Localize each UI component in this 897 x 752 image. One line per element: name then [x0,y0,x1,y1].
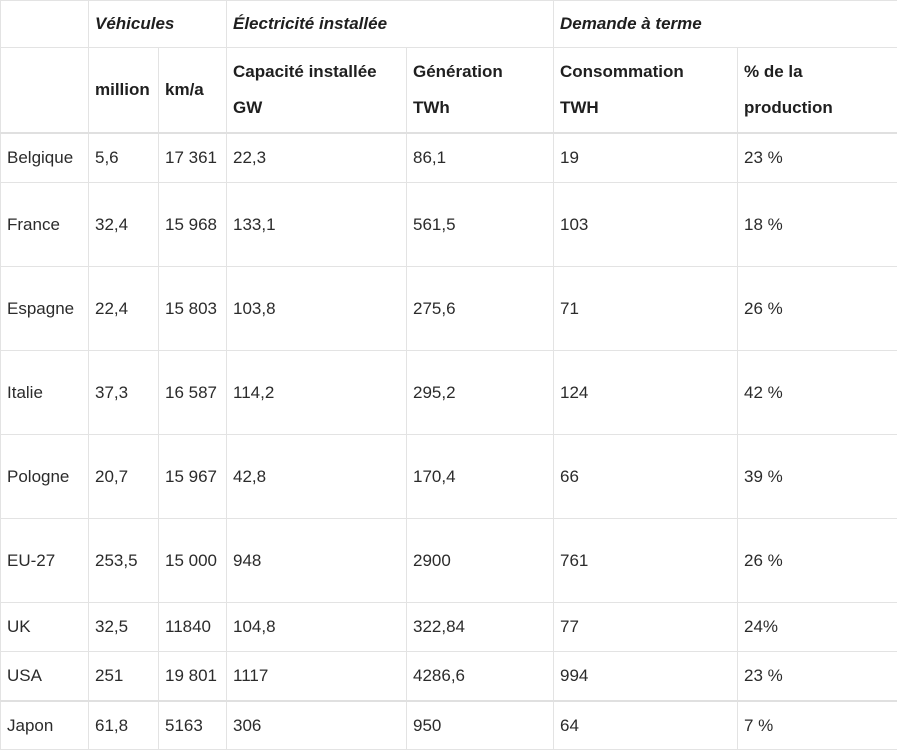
header-consommation-line2: TWH [560,98,599,117]
cell-km: 11840 [158,602,227,652]
cell-million: 22,4 [88,266,159,351]
cell-country: France [0,182,89,267]
cell-pct: 26 % [736,518,897,603]
cell-km: 19 801 [158,651,227,702]
cell-gw: 42,8 [226,434,407,519]
table-row: Espagne 22,4 15 803 103,8 275,6 71 26 % [0,266,897,351]
cell-country: Espagne [0,266,89,351]
cell-gw: 22,3 [226,132,407,183]
cell-twh: 950 [406,700,554,750]
cell-million: 253,5 [88,518,159,603]
cell-country: Belgique [0,132,89,183]
header-generation: Génération TWh [406,47,554,134]
cell-country: EU-27 [0,518,89,603]
cell-million: 5,6 [88,132,159,183]
cell-gw: 306 [226,700,407,750]
cell-pct: 42 % [736,350,897,435]
cell-km: 15 000 [158,518,227,603]
cell-pct: 18 % [736,182,897,267]
cell-twh: 170,4 [406,434,554,519]
header-consommation: Consommation TWH [553,47,738,134]
header-generation-line1: Génération [413,62,503,81]
cell-million: 251 [88,651,159,702]
header-kma: km/a [158,47,227,134]
cell-km: 16 587 [158,350,227,435]
cell-million: 61,8 [88,700,159,750]
cell-million: 37,3 [88,350,159,435]
cell-gw: 114,2 [226,350,407,435]
header-group-electricite: Électricité installée [226,0,554,48]
table-row: Italie 37,3 16 587 114,2 295,2 124 42 % [0,350,897,435]
table-row: EU-27 253,5 15 000 948 2900 761 26 % [0,518,897,603]
header-capacite-line2: GW [233,98,263,117]
header-capacite-line1: Capacité installée [233,62,377,81]
cell-gw: 103,8 [226,266,407,351]
cell-twh: 2900 [406,518,554,603]
cell-twh: 561,5 [406,182,554,267]
cell-pct: 23 % [736,132,897,183]
cell-million: 20,7 [88,434,159,519]
cell-consommation: 124 [553,350,738,435]
cell-country: Italie [0,350,89,435]
cell-country: UK [0,602,89,652]
table-row: USA 251 19 801 1117 4286,6 994 23 % [0,651,897,702]
cell-consommation: 103 [553,182,738,267]
cell-pct: 26 % [736,266,897,351]
table-row: Pologne 20,7 15 967 42,8 170,4 66 39 % [0,434,897,519]
table-row: Japon 61,8 5163 306 950 64 7 % [0,700,897,750]
header-pct-line2: production [744,98,833,117]
cell-gw: 1117 [226,651,407,702]
header-pct-line1: % de la [744,62,803,81]
cell-consommation: 64 [553,700,738,750]
cell-pct: 7 % [736,700,897,750]
cell-country: USA [0,651,89,702]
cell-twh: 295,2 [406,350,554,435]
cell-twh: 4286,6 [406,651,554,702]
cell-million: 32,4 [88,182,159,267]
cell-consommation: 77 [553,602,738,652]
table-row: UK 32,5 11840 104,8 322,84 77 24% [0,602,897,652]
header-consommation-line1: Consommation [560,62,684,81]
header-sub-row: million km/a Capacité installée GW Généra… [0,47,897,134]
header-empty-country [0,47,89,134]
cell-gw: 104,8 [226,602,407,652]
table-body: Belgique 5,6 17 361 22,3 86,1 19 23 % Fr… [0,132,897,750]
cell-consommation: 66 [553,434,738,519]
cell-km: 15 968 [158,182,227,267]
cell-pct: 39 % [736,434,897,519]
header-group-vehicules: Véhicules [88,0,227,48]
cell-twh: 86,1 [406,132,554,183]
table-header: Véhicules Électricité installée Demande … [0,0,897,134]
cell-consommation: 994 [553,651,738,702]
cell-consommation: 71 [553,266,738,351]
cell-gw: 133,1 [226,182,407,267]
cell-km: 15 803 [158,266,227,351]
header-million: million [88,47,159,134]
header-capacite: Capacité installée GW [226,47,407,134]
cell-consommation: 19 [553,132,738,183]
cell-km: 15 967 [158,434,227,519]
cell-km: 17 361 [158,132,227,183]
cell-twh: 322,84 [406,602,554,652]
header-group-row: Véhicules Électricité installée Demande … [0,0,897,48]
cell-twh: 275,6 [406,266,554,351]
cell-pct: 24% [736,602,897,652]
cell-gw: 948 [226,518,407,603]
header-group-demande: Demande à terme [552,0,897,48]
cell-million: 32,5 [88,602,159,652]
cell-country: Pologne [0,434,89,519]
header-pct-production: % de la production [736,47,897,134]
cell-consommation: 761 [553,518,738,603]
header-generation-line2: TWh [413,98,450,117]
header-empty-corner [0,0,89,48]
cell-pct: 23 % [736,651,897,702]
table-row: France 32,4 15 968 133,1 561,5 103 18 % [0,182,897,267]
table-row: Belgique 5,6 17 361 22,3 86,1 19 23 % [0,132,897,183]
cell-km: 5163 [158,700,227,750]
cell-country: Japon [0,700,89,750]
